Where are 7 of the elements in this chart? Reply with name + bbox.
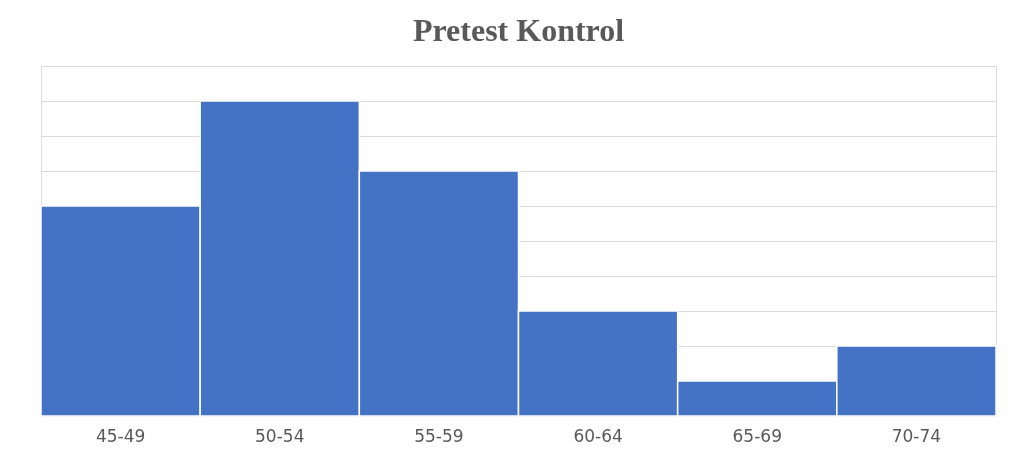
x-tick-label: 45-49 bbox=[95, 425, 146, 446]
x-tick-label: 65-69 bbox=[732, 425, 782, 446]
x-tick-label: 55-59 bbox=[414, 425, 464, 446]
chart-title: Pretest Kontrol bbox=[412, 12, 625, 48]
x-tick-label: 50-54 bbox=[255, 425, 305, 446]
x-tick-label: 70-74 bbox=[891, 425, 942, 446]
x-tick-label: 60-64 bbox=[573, 425, 623, 446]
